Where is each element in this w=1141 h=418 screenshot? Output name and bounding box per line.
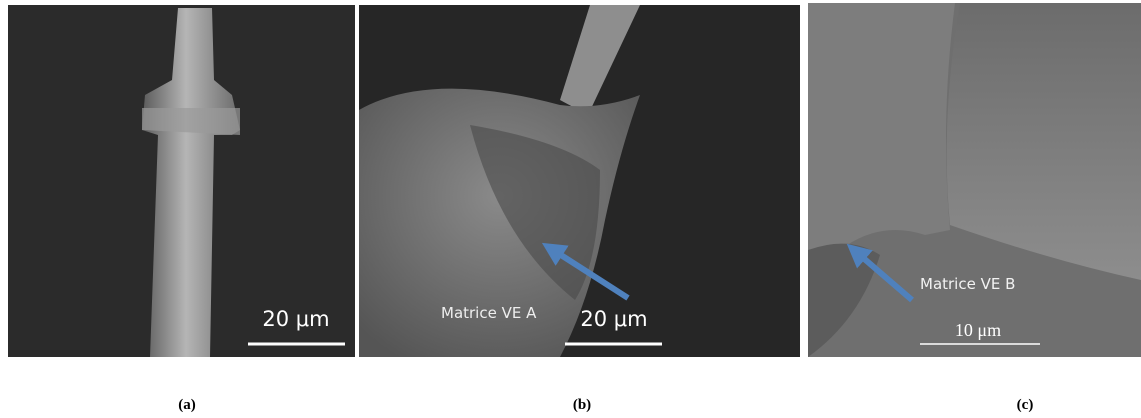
caption: (c) xyxy=(1017,397,1034,413)
caption: (a) xyxy=(178,397,196,413)
caption: (b) xyxy=(573,397,591,413)
annotation: Matrice VE A xyxy=(441,304,537,322)
figure: 20 μm Matrice VE A 20 μm Matrice VE B 10… xyxy=(0,0,1141,418)
annotation: Matrice VE B xyxy=(920,275,1015,293)
scale-label: 20 μm xyxy=(580,307,647,331)
panel-c: Matrice VE B 10 μm xyxy=(808,3,1141,357)
scale-label: 20 μm xyxy=(262,307,329,331)
panel-a: 20 μm xyxy=(8,5,355,357)
panel-b: Matrice VE A 20 μm xyxy=(359,5,800,357)
matrix xyxy=(808,3,955,255)
scale-label: 10 μm xyxy=(955,320,1001,340)
